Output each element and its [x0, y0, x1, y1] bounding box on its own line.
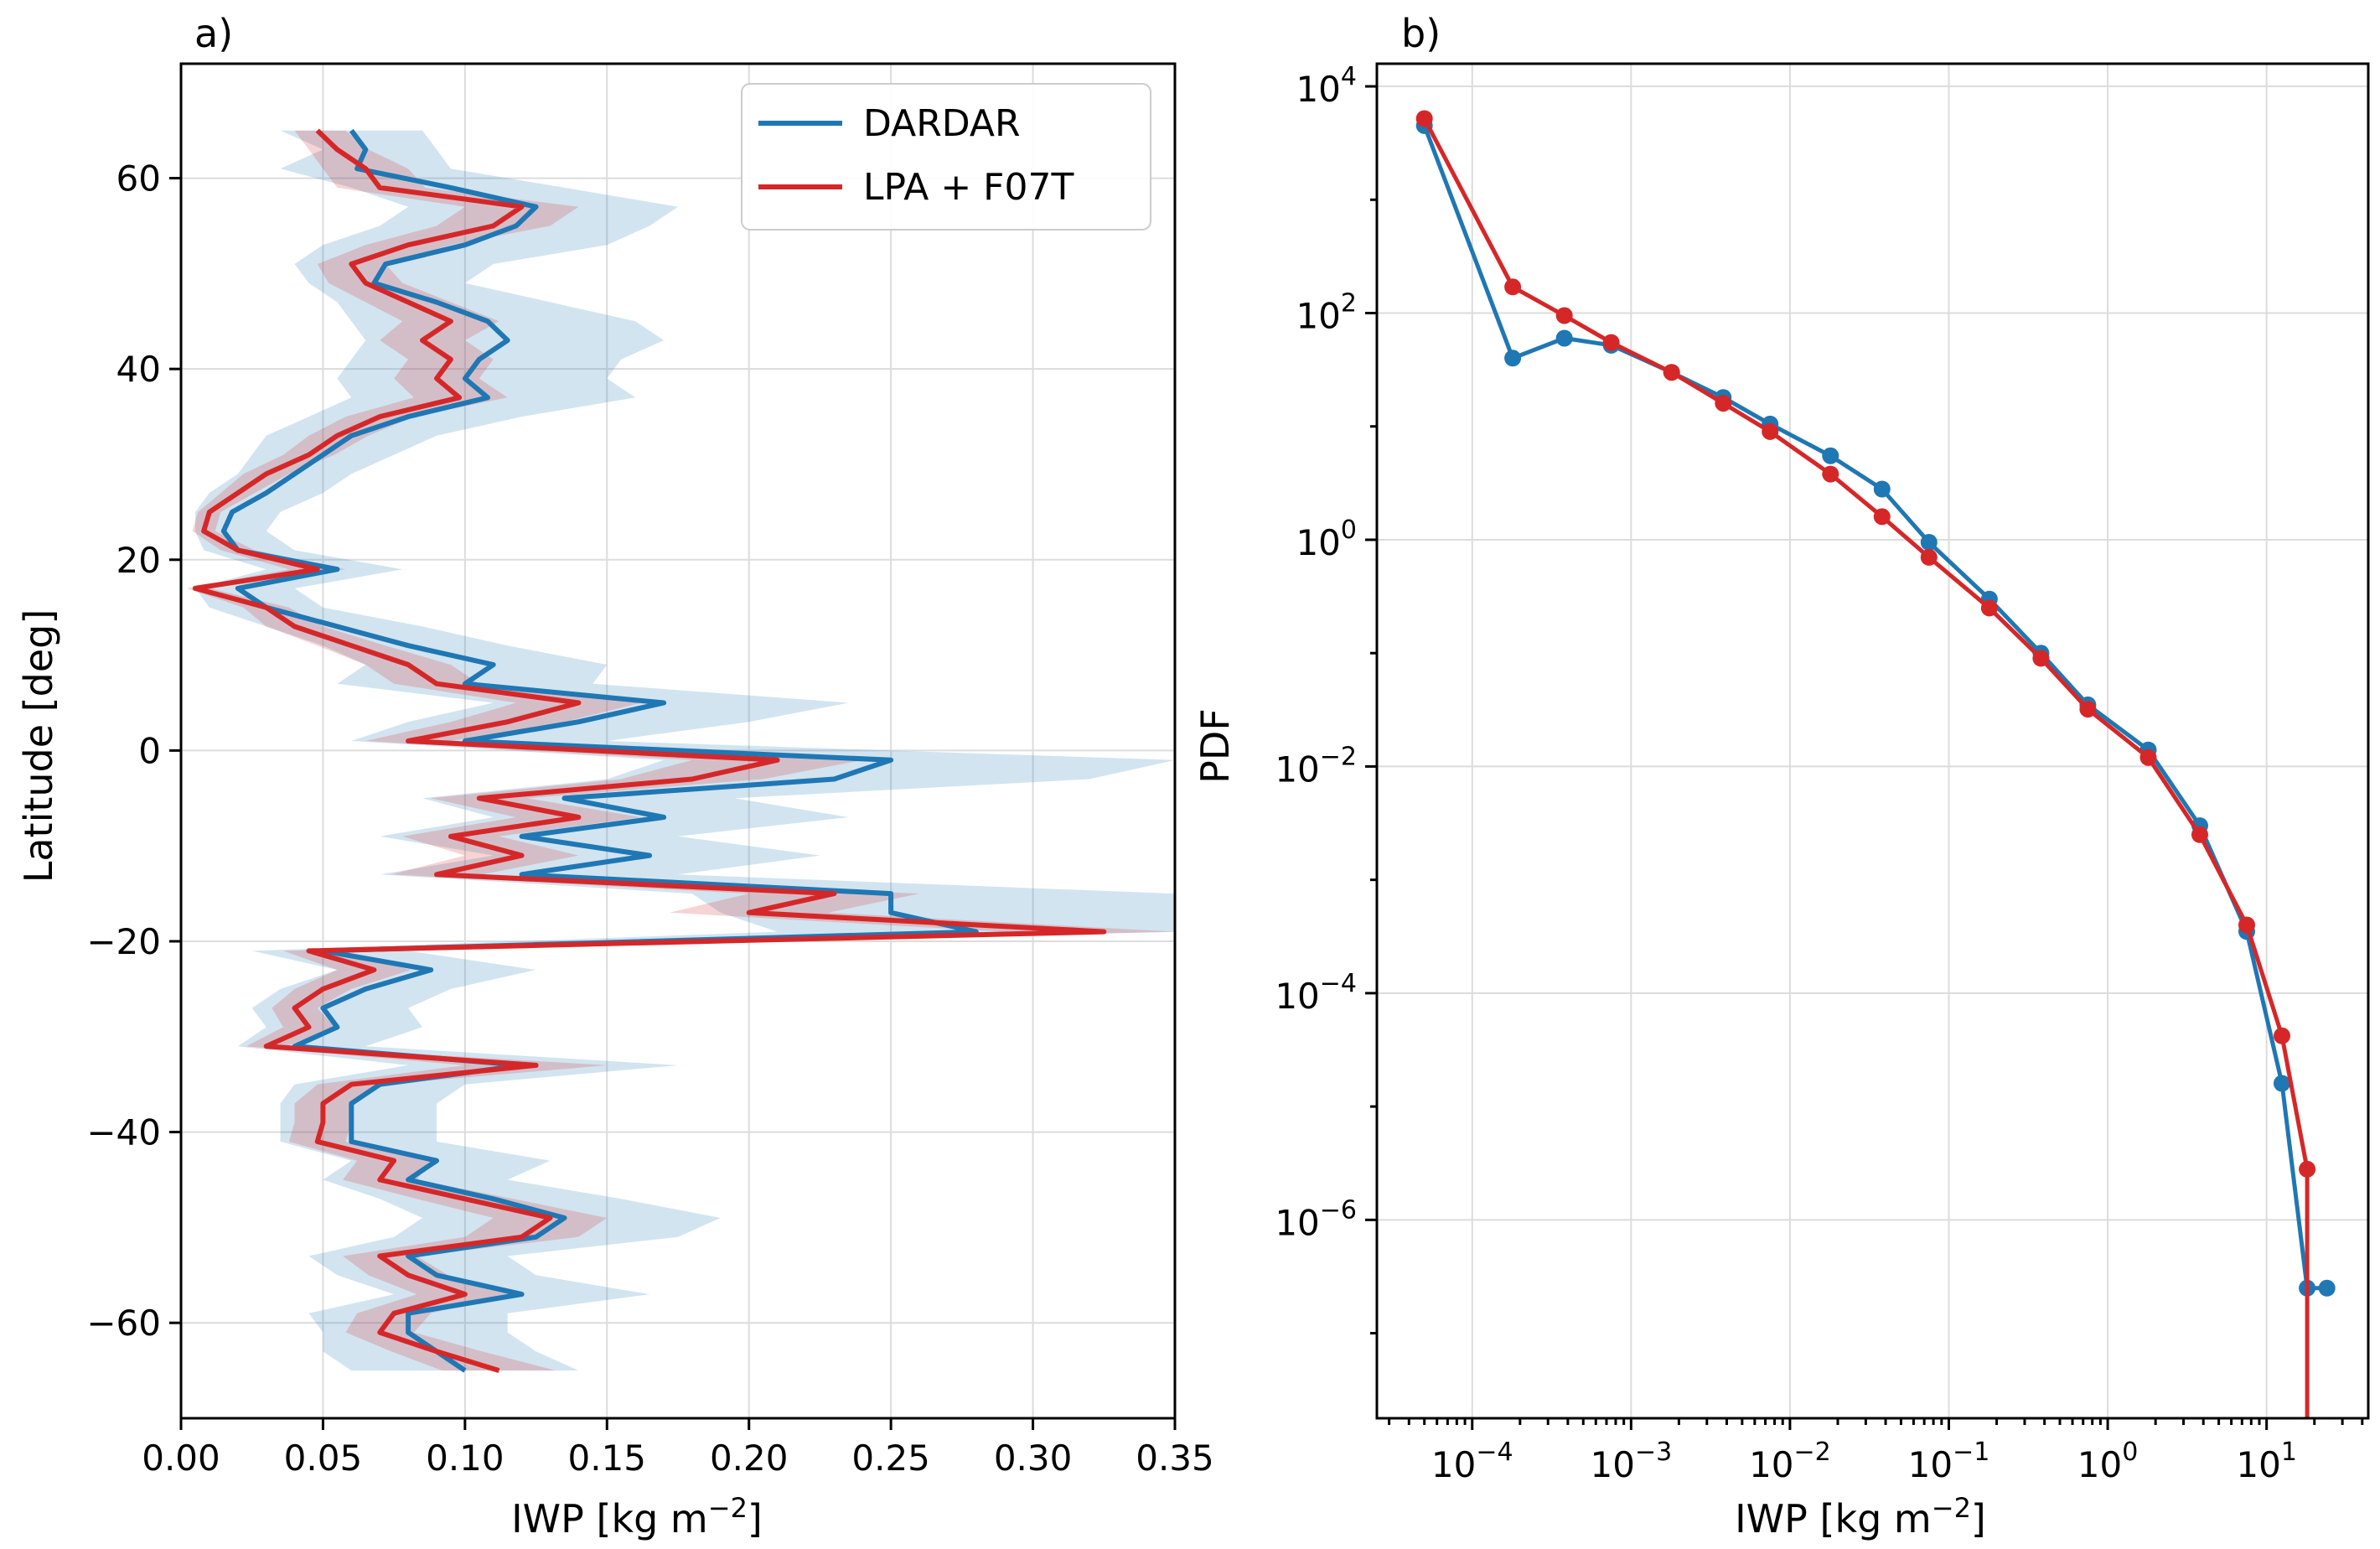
- x-tick-label: 10−3: [1590, 1438, 1672, 1485]
- panel-b-series-lines: [1415, 110, 2336, 1418]
- pdf-point-lpa-f07t: [1415, 110, 1433, 127]
- legend-label-lpa: LPA + F07T: [863, 166, 1074, 209]
- x-tick-label: 100: [2077, 1438, 2139, 1485]
- y-tick-label: 20: [116, 540, 161, 581]
- panel-b-y-ticks: 104 102 100 10−2 10−4 10−6: [1275, 62, 1377, 1335]
- pdf-point-lpa-f07t: [1602, 334, 1620, 351]
- line-lpa-f07t: [192, 128, 1107, 1373]
- pdf-point-lpa-f07t: [1822, 465, 1839, 483]
- y-tick-label: 10−6: [1275, 1195, 1357, 1243]
- panel-a-legend: DARDAR LPA + F07T: [741, 83, 1151, 231]
- panel-b-frame: [1375, 62, 2370, 1420]
- pdf-point-lpa-f07t: [1663, 364, 1680, 381]
- pdf-point-lpa-f07t: [2299, 1160, 2316, 1178]
- panel-b-grid: [1377, 64, 2368, 1418]
- panel-a-grid: [180, 64, 1176, 1418]
- x-tick-label: 10−4: [1431, 1438, 1513, 1485]
- pdf-line-dardar: [1422, 125, 2327, 1291]
- pdf-point-lpa-f07t: [1920, 548, 1938, 566]
- pdf-point-lpa-f07t: [2032, 650, 2050, 667]
- x-tick-label: 0.20: [710, 1438, 789, 1479]
- x-tick-label: 10−2: [1749, 1438, 1831, 1485]
- pdf-point-lpa-f07t: [1762, 422, 1779, 440]
- panel-a-label: a): [194, 11, 233, 56]
- y-tick-label: 60: [116, 158, 161, 199]
- y-tick-label: 102: [1296, 289, 1357, 337]
- x-tick-label: 10−1: [1908, 1438, 1990, 1485]
- y-tick-label: 104: [1296, 62, 1357, 110]
- pdf-point-dardar: [1873, 480, 1891, 498]
- pdf-point-lpa-f07t: [1715, 395, 1732, 412]
- x-tick-label: 0.25: [851, 1438, 930, 1479]
- pdf-point-dardar: [1822, 447, 1839, 464]
- panel-a-x-ticks: 0.00 0.05 0.10 0.15 0.20 0.25 0.30 0.35: [142, 1418, 1214, 1479]
- pdf-point-dardar: [1555, 329, 1573, 347]
- pdf-point-dardar: [1504, 350, 1522, 367]
- panel-a-y-axis-label: Latitude [deg]: [16, 609, 61, 883]
- x-tick-label: 0.30: [994, 1438, 1073, 1479]
- pdf-point-lpa-f07t: [2139, 749, 2157, 766]
- panel-b-x-ticks: 10−4 10−3 10−2 10−1 100 101: [1388, 1418, 2364, 1485]
- y-tick-label: 0: [138, 730, 161, 771]
- legend-label-dardar: DARDAR: [863, 102, 1021, 145]
- y-tick-label: −40: [86, 1112, 161, 1153]
- y-tick-label: 40: [116, 349, 161, 390]
- panel-a-x-axis-label: IWP [kg m−2]: [511, 1492, 763, 1541]
- panel-b-pdf: 10−4 10−3 10−2 10−1 100 101 10410210010−210−4…: [1193, 11, 2370, 1541]
- pdf-point-lpa-f07t: [2238, 916, 2255, 934]
- pdf-point-lpa-f07t: [2274, 1027, 2290, 1044]
- y-tick-label: 10−4: [1275, 969, 1357, 1017]
- legend-box: [741, 83, 1151, 231]
- line-dardar: [220, 128, 979, 1373]
- pdf-point-lpa-f07t: [1873, 508, 1891, 526]
- x-tick-label: 101: [2236, 1438, 2297, 1485]
- pdf-point-lpa-f07t: [2079, 701, 2097, 718]
- y-tick-label: −60: [86, 1303, 161, 1344]
- y-tick-label: 10−2: [1275, 742, 1357, 790]
- x-tick-label: 0.05: [284, 1438, 363, 1479]
- panel-a-frame: [179, 62, 1177, 1420]
- pdf-point-lpa-f07t: [1980, 599, 1998, 617]
- pdf-point-lpa-f07t: [1504, 278, 1522, 296]
- panel-a-y-ticks: −60 −40 −20 0 20 40 60: [86, 158, 181, 1344]
- pdf-point-dardar: [2318, 1279, 2336, 1297]
- panel-b-x-axis-label: IWP [kg m−2]: [1735, 1492, 1986, 1541]
- x-tick-label: 0.15: [568, 1438, 647, 1479]
- pdf-point-dardar: [1920, 534, 1938, 551]
- pdf-point-dardar: [2274, 1075, 2290, 1092]
- x-tick-label: 0.35: [1136, 1438, 1214, 1479]
- pdf-point-lpa-f07t: [1555, 307, 1573, 324]
- panel-b-y-axis-label: PDF: [1193, 708, 1238, 784]
- y-tick-label: 100: [1296, 515, 1357, 563]
- y-tick-label: −20: [86, 921, 161, 962]
- x-tick-label: 0.00: [142, 1438, 220, 1479]
- panel-a-series-lines: [192, 128, 1107, 1373]
- x-tick-label: 0.10: [426, 1438, 504, 1479]
- panel-b-label: b): [1401, 11, 1441, 56]
- panel-a-latitude-profile: 0.00 0.05 0.10 0.15 0.20 0.25 0.30 0.35 −60−40−…: [16, 11, 1214, 1541]
- pdf-point-lpa-f07t: [2191, 826, 2208, 843]
